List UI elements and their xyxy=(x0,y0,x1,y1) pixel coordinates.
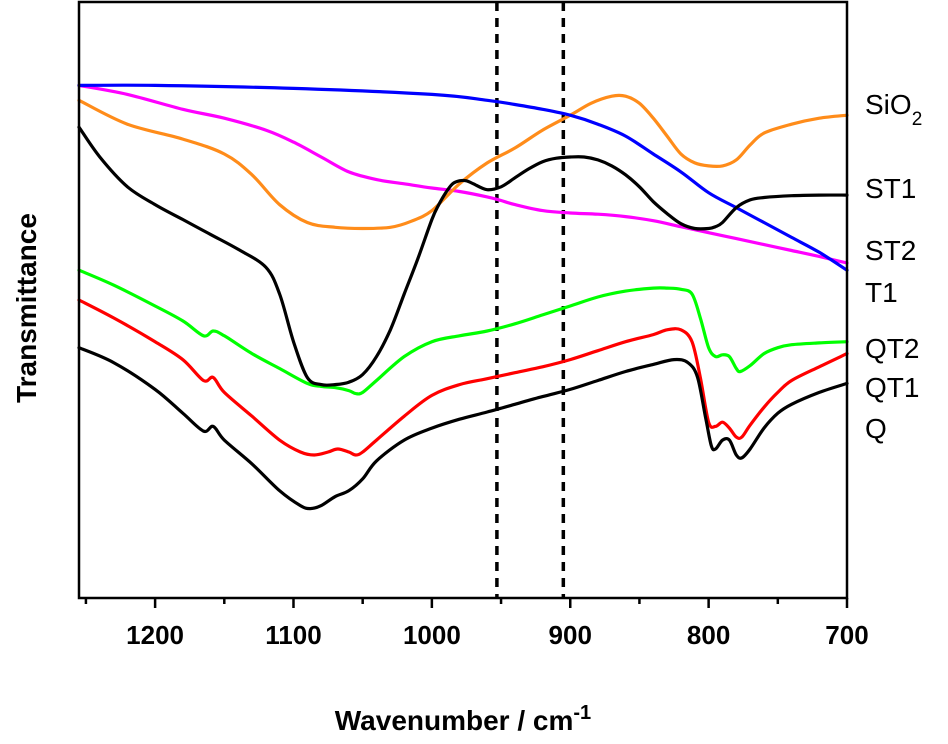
series-line-st1 xyxy=(77,125,849,387)
x-tick-label-800: 800 xyxy=(687,620,730,650)
series-line-qt1 xyxy=(77,298,849,457)
x-axis-ticks: 1200 1100 1000 900 800 700 xyxy=(84,598,869,650)
series-label-qt1: QT1 xyxy=(865,372,919,403)
series-label-st1: ST1 xyxy=(865,173,916,204)
x-axis-title: Wavenumber / cm-1 xyxy=(335,702,591,736)
x-tick-label-700: 700 xyxy=(825,620,868,650)
plot-frame xyxy=(77,0,849,600)
series-label-sio2: SiO2 xyxy=(865,89,922,130)
x-tick-label-900: 900 xyxy=(549,620,592,650)
series-label-t1: T1 xyxy=(865,277,898,308)
x-axis-title-exponent: -1 xyxy=(573,702,591,724)
y-axis-title: Transmittance xyxy=(11,213,42,403)
series-label-st2: ST2 xyxy=(865,235,916,266)
series-line-qt2 xyxy=(77,268,849,396)
x-tick-label-1000: 1000 xyxy=(403,620,461,650)
series-labels: SiO2 ST1 ST2 T1 QT2 QT1 Q xyxy=(865,89,922,444)
series-label-qt2: QT2 xyxy=(865,333,919,364)
x-tick-label-1200: 1200 xyxy=(126,620,184,650)
x-axis-title-text: Wavenumber / cm xyxy=(335,705,574,736)
series-line-t1 xyxy=(77,83,849,272)
series-lines xyxy=(77,83,849,511)
series-line-q xyxy=(77,346,849,511)
reference-lines xyxy=(495,2,566,598)
x-tick-label-1100: 1100 xyxy=(265,620,321,650)
series-label-q: Q xyxy=(865,413,887,444)
series-line-sio2 xyxy=(77,93,849,231)
series-line-st2 xyxy=(77,83,849,265)
